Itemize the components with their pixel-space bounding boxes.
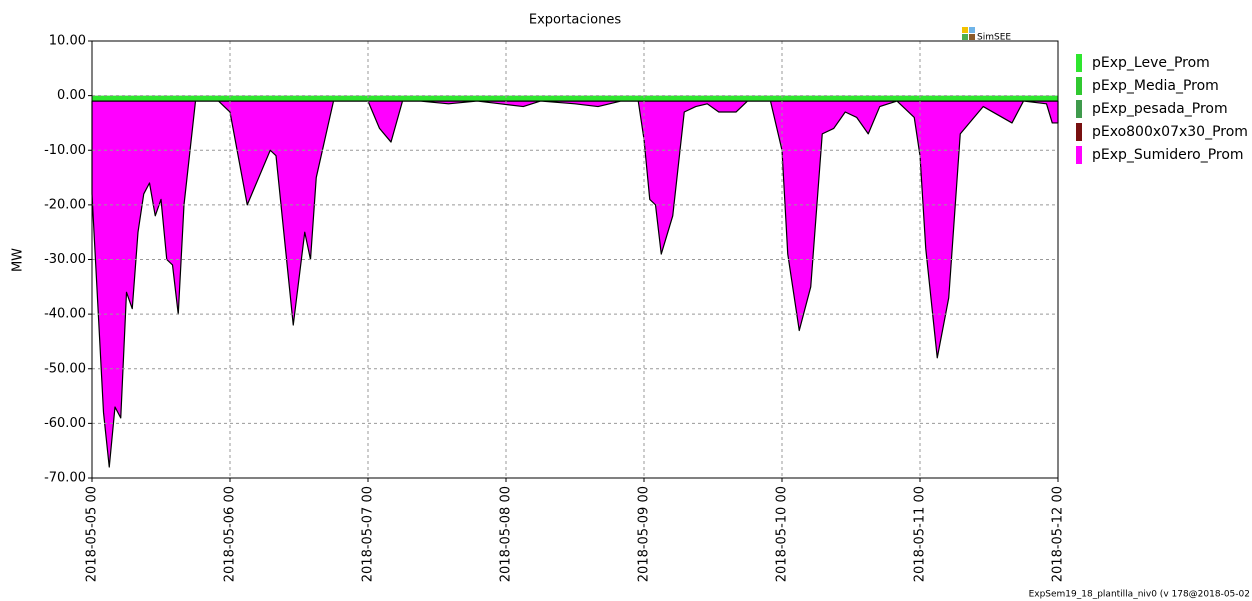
x-tick-label: 2018-05-11 00 [913, 486, 928, 582]
y-tick-label: 0.00 [57, 88, 86, 103]
x-tick-label: 2018-05-10 00 [775, 486, 790, 582]
legend-label: pExo800x07x30_Prom [1092, 124, 1248, 140]
logo-text: SimSEE [977, 33, 1011, 43]
y-tick-label: -70.00 [44, 471, 86, 486]
logo-square [969, 27, 975, 33]
y-tick-label: 10.00 [49, 34, 86, 49]
y-tick-label: -60.00 [44, 416, 86, 431]
x-tick-label: 2018-05-12 00 [1051, 486, 1066, 582]
logo-square [962, 34, 968, 40]
chart-title: Exportaciones [529, 13, 621, 28]
y-tick-label: -40.00 [44, 307, 86, 322]
y-axis-label: MW [11, 248, 26, 272]
x-tick-label: 2018-05-07 00 [361, 486, 376, 582]
y-tick-label: -50.00 [44, 361, 86, 376]
legend-label: pExp_Sumidero_Prom [1092, 147, 1244, 163]
legend-swatch [1076, 54, 1082, 72]
y-tick-label: -10.00 [44, 143, 86, 158]
y-tick-label: -20.00 [44, 197, 86, 212]
logo: SimSEE [962, 27, 1045, 43]
x-tick-label: 2018-05-05 00 [85, 486, 100, 582]
plot-border [91, 40, 1059, 479]
legend-label: pExp_Media_Prom [1092, 78, 1219, 94]
footer-annotation: ExpSem19_18_plantilla_niv0 (v 178@2018-0… [1029, 590, 1250, 600]
legend-label: pExp_Leve_Prom [1092, 55, 1210, 71]
legend-swatch [1076, 100, 1082, 118]
x-tick-label: 2018-05-09 00 [637, 486, 652, 582]
logo-square [969, 34, 975, 40]
area [92, 95, 1058, 102]
legend-swatch [1076, 146, 1082, 164]
x-tick-label: 2018-05-08 00 [499, 486, 514, 582]
legend-swatch [1076, 77, 1082, 95]
y-tick-label: -30.00 [44, 252, 86, 267]
legend-label: pExp_pesada_Prom [1092, 101, 1228, 117]
logo-square [962, 27, 968, 33]
x-tick-label: 2018-05-06 00 [223, 486, 238, 582]
legend-swatch [1076, 123, 1082, 141]
